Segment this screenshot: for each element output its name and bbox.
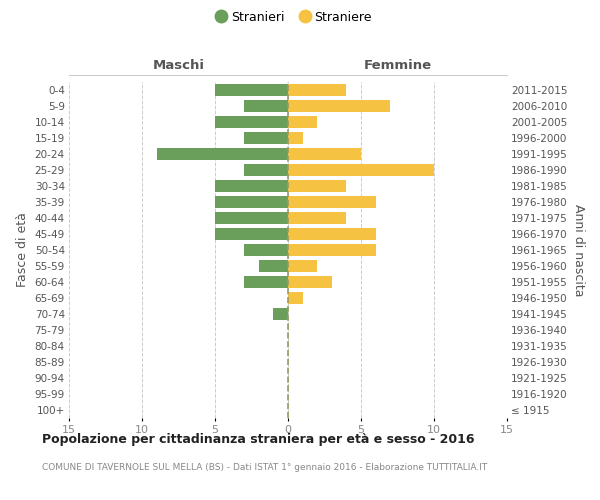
Bar [215,196,288,208]
Bar [288,100,390,112]
Bar [288,212,346,224]
Y-axis label: Fasce di età: Fasce di età [16,212,29,288]
Bar [288,292,302,304]
Bar [244,100,288,112]
Bar [215,180,288,192]
Bar [244,132,288,144]
Bar [288,148,361,160]
Text: COMUNE DI TAVERNOLE SUL MELLA (BS) - Dati ISTAT 1° gennaio 2016 - Elaborazione T: COMUNE DI TAVERNOLE SUL MELLA (BS) - Dat… [42,462,487,471]
Bar [157,148,288,160]
Bar [259,260,288,272]
Bar [244,276,288,288]
Bar [288,116,317,128]
Bar [215,84,288,96]
Text: Femmine: Femmine [364,60,431,72]
Bar [288,180,346,192]
Text: Maschi: Maschi [152,60,205,72]
Bar [215,116,288,128]
Bar [288,164,434,176]
Bar [288,276,332,288]
Legend: Stranieri, Straniere: Stranieri, Straniere [211,6,377,29]
Bar [288,260,317,272]
Bar [274,308,288,320]
Bar [288,132,302,144]
Bar [288,84,346,96]
Text: Popolazione per cittadinanza straniera per età e sesso - 2016: Popolazione per cittadinanza straniera p… [42,432,475,446]
Bar [244,164,288,176]
Y-axis label: Anni di nascita: Anni di nascita [572,204,584,296]
Bar [288,196,376,208]
Bar [288,244,376,256]
Bar [288,228,376,240]
Bar [244,244,288,256]
Bar [215,212,288,224]
Bar [215,228,288,240]
